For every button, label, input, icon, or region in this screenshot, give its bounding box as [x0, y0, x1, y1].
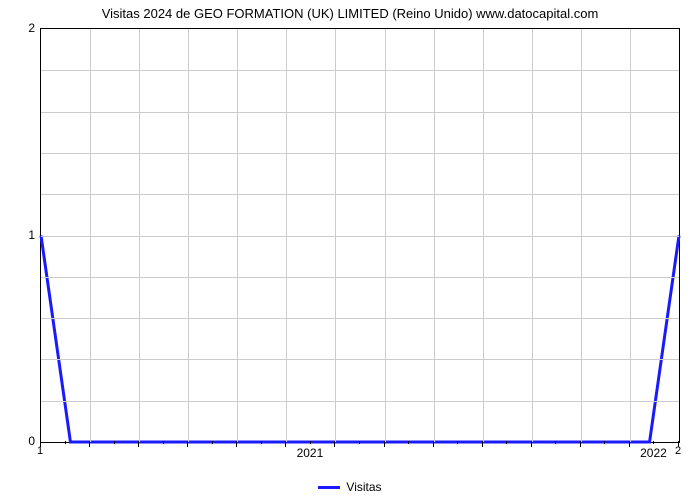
- x-axis-tick-label: 2021: [297, 446, 324, 460]
- gridline-horizontal: [41, 236, 679, 237]
- gridline-vertical: [188, 29, 189, 442]
- gridline-vertical: [434, 29, 435, 442]
- x-axis-minor-tick-mark: [261, 441, 262, 444]
- x-axis-minor-tick-mark: [310, 441, 311, 444]
- gridline-vertical: [335, 29, 336, 442]
- gridline-horizontal: [41, 112, 679, 113]
- x-axis-minor-tick-mark: [604, 441, 605, 444]
- x-axis-tick-mark: [531, 441, 532, 447]
- x-axis-minor-tick-mark: [163, 441, 164, 444]
- x-axis-tick-mark: [433, 441, 434, 447]
- legend: Visitas: [0, 480, 700, 494]
- x-axis-minor-tick-mark: [457, 441, 458, 444]
- gridline-vertical: [385, 29, 386, 442]
- x-axis-tick-mark: [580, 441, 581, 447]
- x-axis-minor-tick-mark: [114, 441, 115, 444]
- x-axis-minor-tick-mark: [359, 441, 360, 444]
- x-axis-minor-tick-mark: [506, 441, 507, 444]
- x-axis-tick-label: 2022: [640, 446, 667, 460]
- legend-label: Visitas: [346, 480, 381, 494]
- y-axis-tick-label: 1: [20, 228, 35, 242]
- gridline-vertical: [286, 29, 287, 442]
- gridline-horizontal: [41, 194, 679, 195]
- gridline-horizontal: [41, 153, 679, 154]
- gridline-horizontal: [41, 70, 679, 71]
- gridline-horizontal: [41, 277, 679, 278]
- x-axis-minor-tick-mark: [65, 441, 66, 444]
- x-axis-tick-mark: [187, 441, 188, 447]
- y-axis-tick-label: 0: [20, 434, 35, 448]
- legend-swatch: [318, 486, 340, 489]
- x-axis-tick-mark: [236, 441, 237, 447]
- x-axis-tick-mark: [89, 441, 90, 447]
- gridline-vertical: [139, 29, 140, 442]
- gridline-horizontal: [41, 359, 679, 360]
- plot-area: [40, 28, 680, 443]
- chart-title: Visitas 2024 de GEO FORMATION (UK) LIMIT…: [0, 6, 700, 21]
- gridline-vertical: [630, 29, 631, 442]
- x-axis-tick-mark: [285, 441, 286, 447]
- gridline-vertical: [483, 29, 484, 442]
- x-axis-tick-mark: [138, 441, 139, 447]
- x-axis-minor-tick-mark: [653, 441, 654, 444]
- y-axis-tick-label: 2: [20, 21, 35, 35]
- x-axis-minor-tick-mark: [408, 441, 409, 444]
- x-axis-tick-mark: [482, 441, 483, 447]
- x-axis-minor-tick-mark: [555, 441, 556, 444]
- x-axis-tick-mark: [384, 441, 385, 447]
- gridline-vertical: [532, 29, 533, 442]
- x-axis-tick-mark: [629, 441, 630, 447]
- x-axis-tick-mark: [40, 441, 41, 447]
- chart-container: Visitas 2024 de GEO FORMATION (UK) LIMIT…: [0, 0, 700, 500]
- gridline-vertical: [237, 29, 238, 442]
- x-axis-minor-tick-mark: [212, 441, 213, 444]
- x-axis-tick-mark: [334, 441, 335, 447]
- gridline-horizontal: [41, 318, 679, 319]
- gridline-vertical: [581, 29, 582, 442]
- x-axis-tick-mark: [678, 441, 679, 447]
- series-line-visitas: [41, 236, 679, 443]
- gridline-vertical: [90, 29, 91, 442]
- gridline-horizontal: [41, 401, 679, 402]
